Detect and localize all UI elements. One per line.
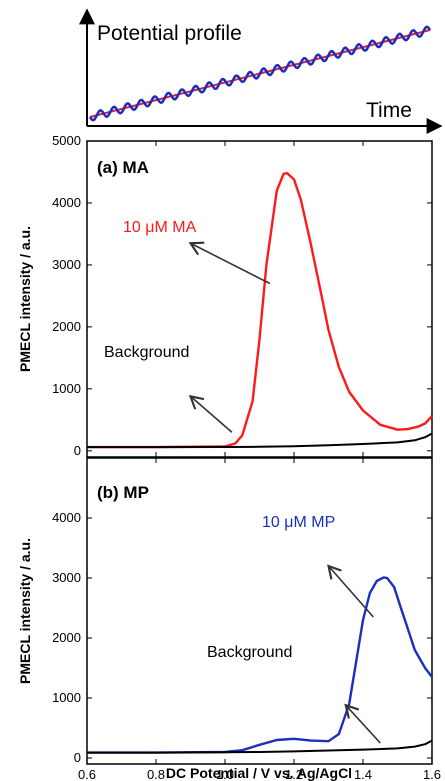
panel-b-annotations: 10 μM MP Background: [207, 514, 381, 744]
y-tick-label: 2000: [52, 630, 81, 645]
panel-a-x-ticks: [86, 141, 433, 457]
panel-b-y-axis-label: PMECL intensity / a.u.: [17, 538, 33, 684]
ac-modulation-wave: [88, 25, 432, 122]
x-axis-label: DC Potential / V vs. Ag/AgCl: [166, 765, 352, 781]
x-tick-label: 1.2: [285, 767, 303, 781]
y-tick-label: 0: [74, 443, 81, 458]
annotation-arrow: [344, 703, 381, 744]
y-tick-label: 3000: [52, 257, 81, 272]
panel-a-annotations: 10 μM MA Background: [104, 219, 271, 433]
y-tick-label: 1000: [52, 381, 81, 396]
panel-a-frame: [86, 140, 433, 458]
x-tick-label: 1.6: [423, 767, 441, 781]
panel-b-y-ticks: 0 1000 2000 3000 4000: [52, 510, 432, 765]
y-tick-label: 4000: [52, 510, 81, 525]
annotation-label: Background: [207, 644, 292, 661]
x-tick-label: 0.8: [147, 767, 165, 781]
y-tick-label: 0: [74, 750, 81, 765]
y-tick-label: 4000: [52, 195, 81, 210]
y-tick-label: 2000: [52, 319, 81, 334]
y-tick-label: 5000: [52, 133, 81, 148]
sample-series-line: [87, 576, 433, 754]
potential-profile-inset: Potential profile Time: [79, 8, 443, 134]
annotation-label: 10 μM MA: [123, 219, 197, 236]
annotation-label: Background: [104, 344, 189, 361]
profile-time-label: Time: [366, 99, 412, 122]
panel-b-label: (b) MP: [97, 483, 149, 502]
panel-b-frame: [86, 457, 433, 765]
annotation-arrow: [188, 394, 233, 433]
panel-b-series: [87, 576, 433, 754]
annotation-arrow: [327, 564, 374, 618]
background-series-line: [87, 739, 433, 754]
panel-b-x-ticks: 0.6 0.8 1.0 1.2 1.4 1.6: [78, 458, 441, 781]
panel-a-y-ticks: 0 1000 2000 3000 4000 5000: [52, 133, 432, 458]
panel-b-chart: 0 1000 2000 3000 4000 0.6 0.8 1.0 1.2 1.4 1.6 10 …: [17, 457, 441, 781]
profile-title: Potential profile: [97, 22, 242, 45]
x-tick-label: 1.0: [216, 767, 234, 781]
background-series-line: [87, 432, 433, 449]
sample-series-line: [87, 172, 433, 449]
panel-a-chart: 0 1000 2000 3000 4000 5000 10 μM MA Background…: [17, 133, 433, 458]
x-tick-label: 0.6: [78, 767, 96, 781]
panel-a-series: [87, 172, 433, 449]
panel-a-y-axis-label: PMECL intensity / a.u.: [17, 226, 33, 372]
y-tick-label: 3000: [52, 570, 81, 585]
annotation-label: 10 μM MP: [262, 514, 335, 531]
y-tick-label: 1000: [52, 690, 81, 705]
panel-a-label: (a) MA: [97, 158, 149, 177]
x-tick-label: 1.4: [354, 767, 372, 781]
annotation-arrow: [188, 241, 271, 285]
